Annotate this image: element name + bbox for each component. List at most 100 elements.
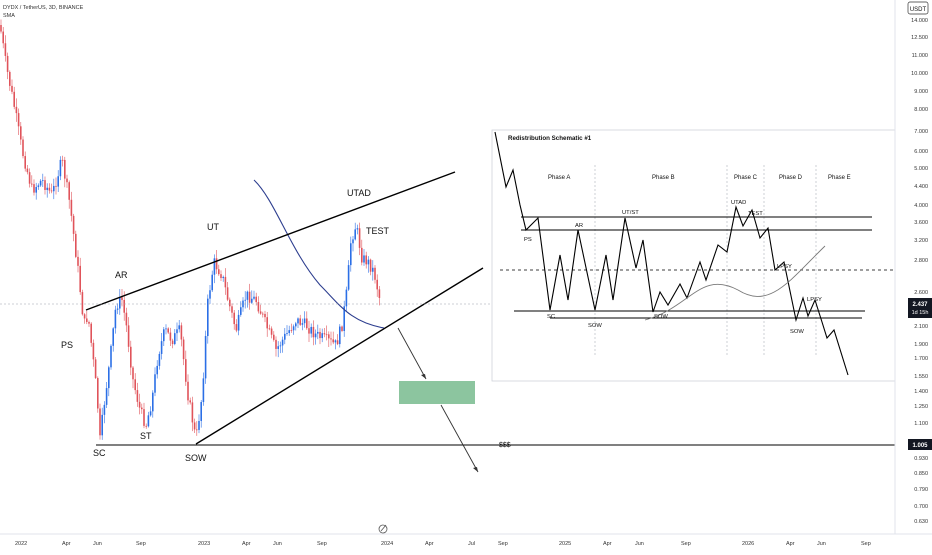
candle-body — [222, 276, 224, 279]
currency-badge[interactable] — [907, 1, 929, 15]
redistribution-schematic[interactable]: Redistribution Schematic #1 Phase A Phas… — [491, 129, 897, 382]
candle-body — [121, 297, 123, 300]
time-axis-label: Sep — [861, 541, 871, 547]
candle-body — [255, 296, 257, 303]
candle-body — [202, 378, 205, 403]
candle-body — [343, 306, 345, 331]
phase-b-label: Phase B — [652, 175, 675, 181]
candle-body — [341, 326, 343, 331]
candle-body — [297, 318, 299, 324]
label-liquidity: $$$ — [499, 442, 511, 449]
price-tick-label: 2.600 — [914, 290, 928, 296]
schematic-title: Redistribution Schematic #1 — [508, 135, 592, 142]
candle-body — [354, 229, 356, 240]
candle-body — [171, 340, 174, 345]
candle-body — [356, 228, 359, 230]
candle-body — [224, 276, 227, 288]
candle-body — [336, 340, 339, 345]
indicator-label[interactable]: SMA — [3, 13, 15, 19]
candle-body — [334, 340, 337, 343]
price-axis[interactable] — [895, 0, 932, 550]
arrowhead-icon — [421, 374, 426, 379]
price-tick-label: 4.000 — [914, 203, 928, 209]
price-tick-label: 4.400 — [914, 184, 928, 190]
candle-body — [319, 331, 321, 339]
candle-body — [248, 291, 251, 303]
schematic-label-ar: AR — [575, 223, 583, 229]
candle-body — [299, 318, 301, 325]
candle-body — [328, 334, 330, 339]
candle-body — [48, 187, 51, 191]
label-ps: PS — [61, 340, 73, 350]
price-tick-label: 6.000 — [914, 149, 928, 155]
schematic-label-sow: SOW — [654, 314, 668, 320]
wedge-upper-trendline[interactable] — [85, 171, 456, 311]
time-axis-label: Sep — [498, 541, 508, 547]
candle-body — [147, 415, 150, 427]
candle-body — [352, 239, 354, 244]
candle-body — [262, 313, 264, 315]
schematic-label-sow: SOW — [588, 323, 602, 329]
candle-body — [2, 31, 4, 44]
label-st: ST — [140, 431, 152, 441]
candle-body — [79, 265, 81, 293]
symbol-title[interactable]: DYDX / TetherUS, 3D, BINANCE — [3, 5, 84, 11]
candle-body — [77, 256, 79, 266]
candle-body — [66, 178, 68, 183]
time-axis-label: Jun — [273, 541, 282, 547]
candle-body — [251, 298, 253, 303]
candle-body — [81, 292, 84, 315]
time-axis[interactable]: 2022 Apr Jun Sep 2023 Apr Jun Sep 2024 Apr Jul Sep 2… — [15, 541, 871, 547]
candle-body — [42, 180, 44, 181]
sma-line — [253, 179, 385, 329]
schematic-label-lpsy: LPSY — [777, 264, 792, 270]
candle-body — [369, 259, 372, 272]
bar-countdown: 1d 15h — [912, 310, 929, 316]
candle-body — [152, 392, 154, 412]
candle-body — [242, 300, 244, 308]
candle-body — [286, 333, 288, 334]
candle-body — [226, 287, 229, 300]
candle-body — [119, 297, 121, 309]
candle-body — [211, 274, 213, 291]
candle-body — [193, 422, 196, 430]
candle-body — [213, 258, 216, 275]
candle-body — [180, 325, 183, 340]
time-axis-label: Jun — [817, 541, 826, 547]
candle-body — [209, 290, 211, 299]
candle-body — [323, 333, 326, 335]
time-axis-label: Sep — [136, 541, 146, 547]
price-tick-label: 5.000 — [914, 166, 928, 172]
candle-body — [306, 318, 308, 329]
price-tick-label: 1.550 — [914, 374, 928, 380]
candle-body — [207, 298, 209, 337]
time-axis-label: Sep — [681, 541, 691, 547]
price-tick-label: 7.000 — [914, 129, 928, 135]
candle-body — [20, 126, 22, 140]
candle-body — [26, 168, 29, 173]
candle-body — [167, 328, 169, 333]
candle-body — [92, 342, 95, 360]
candle-body — [83, 314, 86, 319]
candle-body — [99, 408, 101, 436]
wedge-lower-trendline[interactable] — [195, 267, 484, 445]
candle-body — [229, 299, 231, 307]
candle-body — [290, 330, 293, 331]
candle-body — [28, 172, 31, 184]
candle-body — [0, 25, 2, 32]
label-ar: AR — [115, 270, 128, 280]
time-axis-label: Apr — [603, 541, 612, 547]
price-tick-label: 2.800 — [914, 258, 928, 264]
schematic-label-sc: SC — [547, 314, 555, 320]
candle-body — [325, 334, 328, 336]
schematic-label-ps: PS — [524, 237, 532, 243]
schematic-frame — [491, 129, 897, 382]
price-tick-label: 3.200 — [914, 238, 928, 244]
candle-body — [70, 199, 73, 216]
candle-body — [61, 159, 64, 161]
candle-body — [156, 365, 158, 375]
candle-body — [90, 323, 92, 343]
target-zone-box[interactable] — [399, 381, 475, 404]
candle-body — [59, 159, 62, 177]
